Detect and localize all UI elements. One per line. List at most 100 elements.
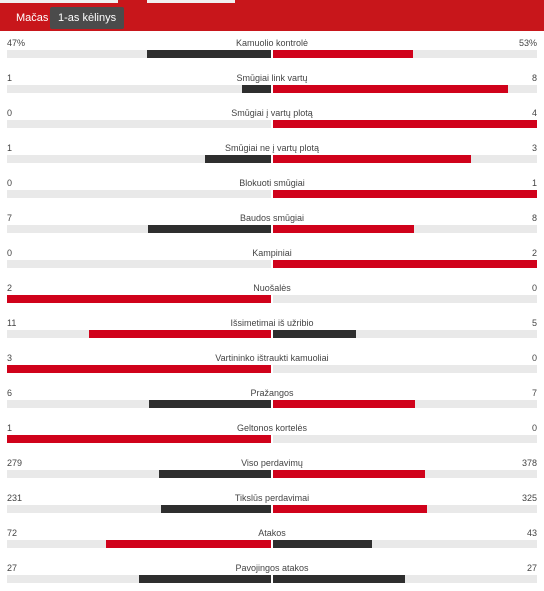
stat-left-bar — [7, 435, 271, 443]
stat-row: 2 Nuošalės 0 — [0, 276, 544, 311]
stat-left-value: 2 — [7, 283, 13, 293]
stat-label: Tikslūs perdavimai — [234, 493, 310, 503]
stat-right-bar-track — [273, 295, 537, 303]
stat-left-bar-track — [7, 85, 271, 93]
stat-left-bar-track — [7, 575, 271, 583]
stat-right-bar — [273, 155, 471, 163]
stat-row: 7 Baudos smūgiai 8 — [0, 206, 544, 241]
stat-row: 1 Smūgiai ne į vartų plotą 3 — [0, 136, 544, 171]
stat-left-value: 279 — [7, 458, 23, 468]
stat-left-value: 6 — [7, 388, 13, 398]
stat-left-value: 47% — [7, 38, 26, 48]
stat-right-value: 8 — [531, 213, 537, 223]
stat-right-value: 4 — [531, 108, 537, 118]
stat-left-bar-track — [7, 190, 271, 198]
stat-row: 0 Blokuoti smūgiai 1 — [0, 171, 544, 206]
stat-row: 6 Pražangos 7 — [0, 381, 544, 416]
stat-left-bar-track — [7, 50, 271, 58]
stat-right-value: 5 — [531, 318, 537, 328]
stat-right-bar-track — [273, 225, 537, 233]
stat-left-bar — [139, 575, 271, 583]
stat-left-bar — [205, 155, 271, 163]
stat-right-bar-track — [273, 400, 537, 408]
stat-right-value: 0 — [531, 423, 537, 433]
stat-right-bar-track — [273, 260, 537, 268]
stat-label: Geltonos kortelės — [236, 423, 308, 433]
stat-right-value: 325 — [521, 493, 537, 503]
stat-row: 27 Pavojingos atakos 27 — [0, 556, 544, 591]
stat-right-value: 3 — [531, 143, 537, 153]
stat-left-value: 1 — [7, 143, 13, 153]
top-bar: Mačas 1-as kėlinys — [0, 0, 544, 31]
stat-label: Baudos smūgiai — [239, 213, 305, 223]
stat-left-bar — [106, 540, 271, 548]
stat-row: 0 Smūgiai į vartų plotą 4 — [0, 101, 544, 136]
stat-right-bar — [273, 50, 413, 58]
stat-row: 3 Vartininko ištraukti kamuoliai 0 — [0, 346, 544, 381]
tab-first-half[interactable]: 1-as kėlinys — [50, 7, 125, 29]
stat-label: Pražangos — [250, 388, 294, 398]
stat-right-value: 27 — [526, 563, 537, 573]
stat-left-bar — [89, 330, 271, 338]
stat-left-bar-track — [7, 400, 271, 408]
stat-left-value: 11 — [7, 318, 17, 328]
stat-label: Pavojingos atakos — [235, 563, 309, 573]
stat-right-bar-track — [273, 330, 537, 338]
stat-left-bar — [242, 85, 271, 93]
stat-right-bar — [273, 260, 537, 268]
stat-label: Vartininko ištraukti kamuoliai — [215, 353, 329, 363]
stat-right-bar-track — [273, 540, 537, 548]
stat-left-bar — [7, 365, 271, 373]
stat-row: 11 Išsimetimai iš užribio 5 — [0, 311, 544, 346]
stat-row: 72 Atakos 43 — [0, 521, 544, 556]
stat-left-bar-track — [7, 330, 271, 338]
stat-left-value: 0 — [7, 108, 13, 118]
stat-right-bar-track — [273, 190, 537, 198]
stat-label: Smūgiai į vartų plotą — [231, 108, 313, 118]
stat-right-value: 1 — [531, 178, 537, 188]
stat-left-value: 7 — [7, 213, 13, 223]
stat-right-value: 8 — [531, 73, 537, 83]
stat-left-bar — [7, 295, 271, 303]
stat-right-bar — [273, 540, 372, 548]
stat-left-bar-track — [7, 260, 271, 268]
stat-left-bar-track — [7, 225, 271, 233]
stat-right-bar — [273, 190, 537, 198]
stat-right-bar-track — [273, 505, 537, 513]
stat-right-value: 2 — [531, 248, 537, 258]
stat-right-bar — [273, 470, 425, 478]
stat-right-value: 0 — [531, 283, 537, 293]
stat-right-bar — [273, 330, 356, 338]
stat-left-value: 0 — [7, 248, 13, 258]
stat-left-bar-track — [7, 365, 271, 373]
stat-left-bar-track — [7, 470, 271, 478]
stat-right-value: 0 — [531, 353, 537, 363]
stat-left-bar — [159, 470, 271, 478]
stat-row: 1 Smūgiai link vartų 8 — [0, 66, 544, 101]
stat-left-bar-track — [7, 295, 271, 303]
stat-right-bar-track — [273, 50, 537, 58]
stat-label: Viso perdavimų — [241, 458, 303, 468]
stat-left-bar — [161, 505, 271, 513]
stat-right-bar — [273, 505, 427, 513]
stat-left-value: 27 — [7, 563, 18, 573]
stat-label: Kampiniai — [252, 248, 292, 258]
top-strip — [0, 0, 118, 3]
stat-right-value: 378 — [521, 458, 537, 468]
stat-right-bar-track — [273, 470, 537, 478]
tab-match[interactable]: Mačas — [16, 12, 49, 24]
stat-right-bar — [273, 225, 414, 233]
stat-right-bar-track — [273, 435, 537, 443]
stat-left-bar-track — [7, 505, 271, 513]
stat-right-value: 43 — [526, 528, 537, 538]
stat-left-value: 1 — [7, 73, 13, 83]
stat-row: 279 Viso perdavimų 378 — [0, 451, 544, 486]
stat-right-bar — [273, 85, 508, 93]
stat-label: Smūgiai ne į vartų plotą — [224, 143, 320, 153]
stat-left-bar — [148, 225, 271, 233]
stat-left-bar — [147, 50, 271, 58]
stat-label: Smūgiai link vartų — [236, 73, 308, 83]
stat-right-bar-track — [273, 575, 537, 583]
stat-right-bar-track — [273, 85, 537, 93]
stat-left-value: 0 — [7, 178, 13, 188]
